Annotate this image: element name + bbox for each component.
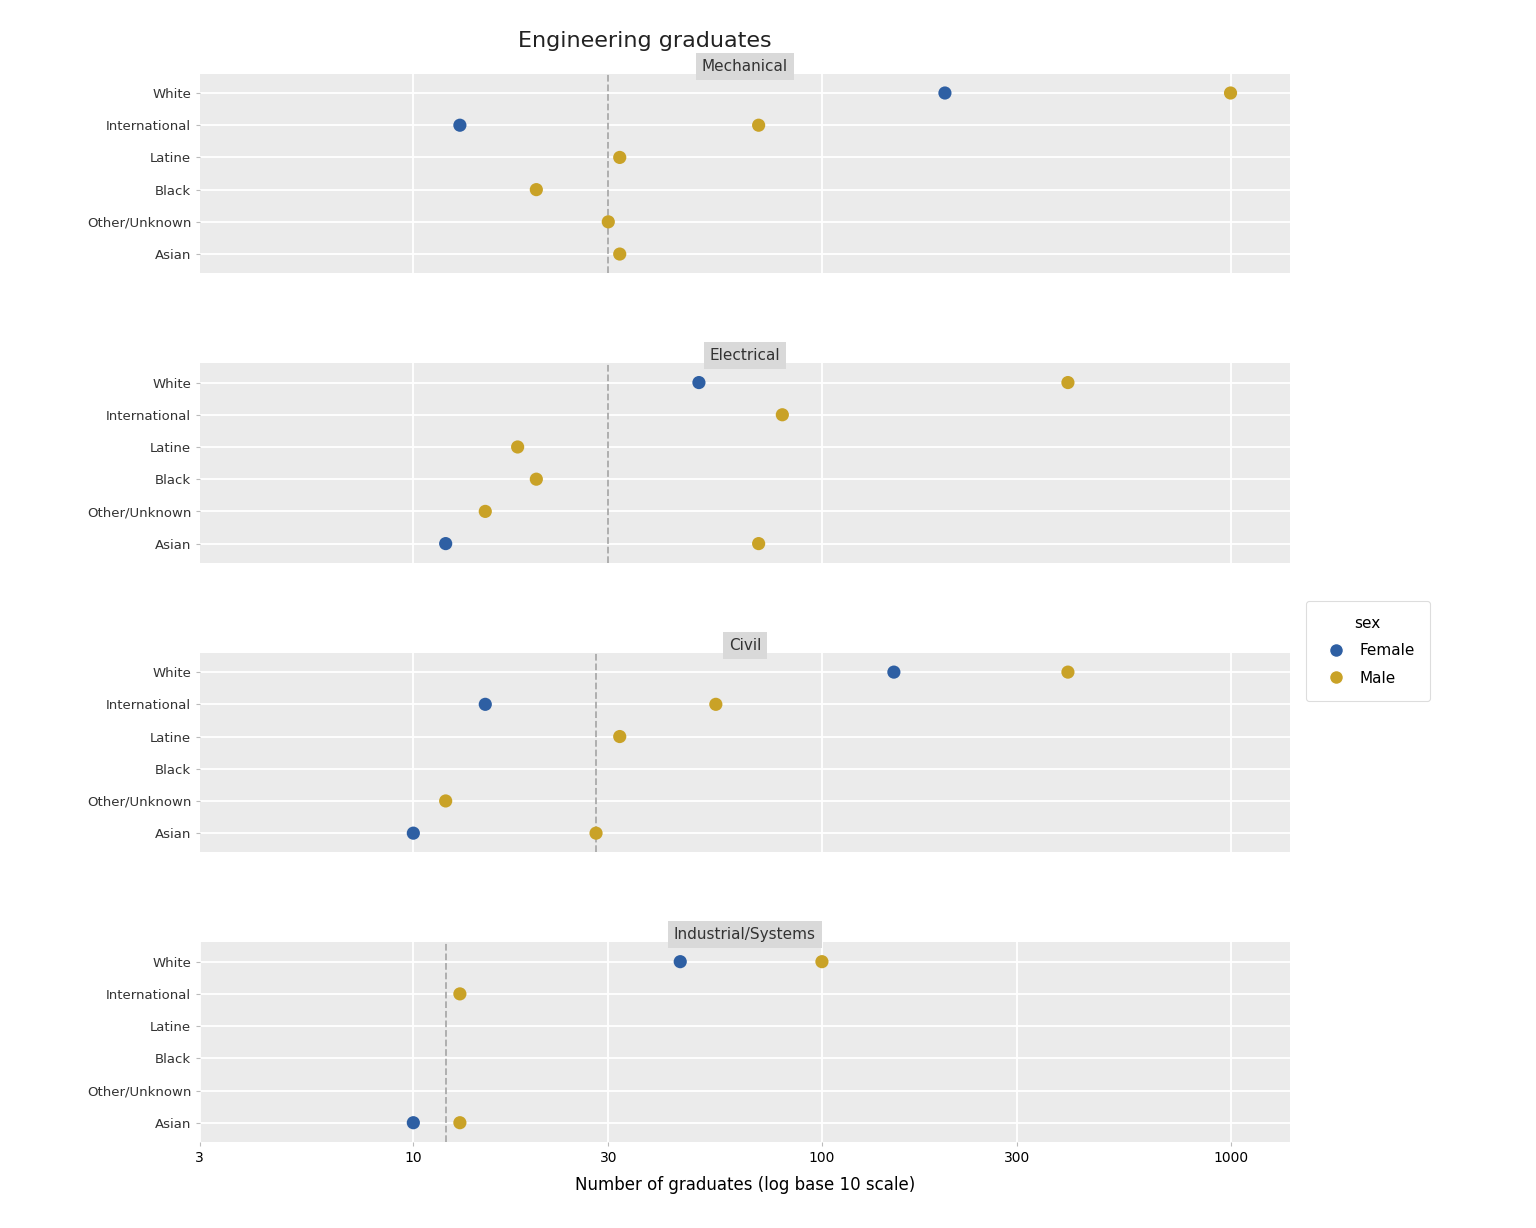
Point [433,791,458,810]
X-axis label: Number of graduates (log base 10 scale): Number of graduates (log base 10 scale) [574,1176,915,1194]
Point [505,437,530,457]
Point [473,695,498,715]
Title: Industrial/Systems: Industrial/Systems [674,927,816,942]
Point [524,179,548,199]
Point [746,534,771,554]
Point [687,373,711,393]
Point [1055,662,1080,682]
Point [401,823,425,842]
Point [882,662,906,682]
Point [1055,373,1080,393]
Point [447,1113,472,1132]
Title: Electrical: Electrical [710,349,780,363]
Point [447,115,472,135]
Point [433,534,458,554]
Text: Engineering graduates: Engineering graduates [518,31,773,50]
Point [447,984,472,1003]
Point [746,115,771,135]
Point [809,952,834,971]
Title: Mechanical: Mechanical [702,59,788,74]
Point [703,695,728,715]
Point [1218,84,1243,103]
Point [473,501,498,521]
Point [607,147,631,167]
Point [401,1113,425,1132]
Point [584,823,608,842]
Legend: Female, Male: Female, Male [1306,600,1430,701]
Point [607,244,631,264]
Point [524,469,548,489]
Title: Civil: Civil [728,637,762,653]
Point [607,727,631,747]
Point [596,212,621,232]
Point [932,84,957,103]
Point [668,952,693,971]
Point [770,405,794,425]
